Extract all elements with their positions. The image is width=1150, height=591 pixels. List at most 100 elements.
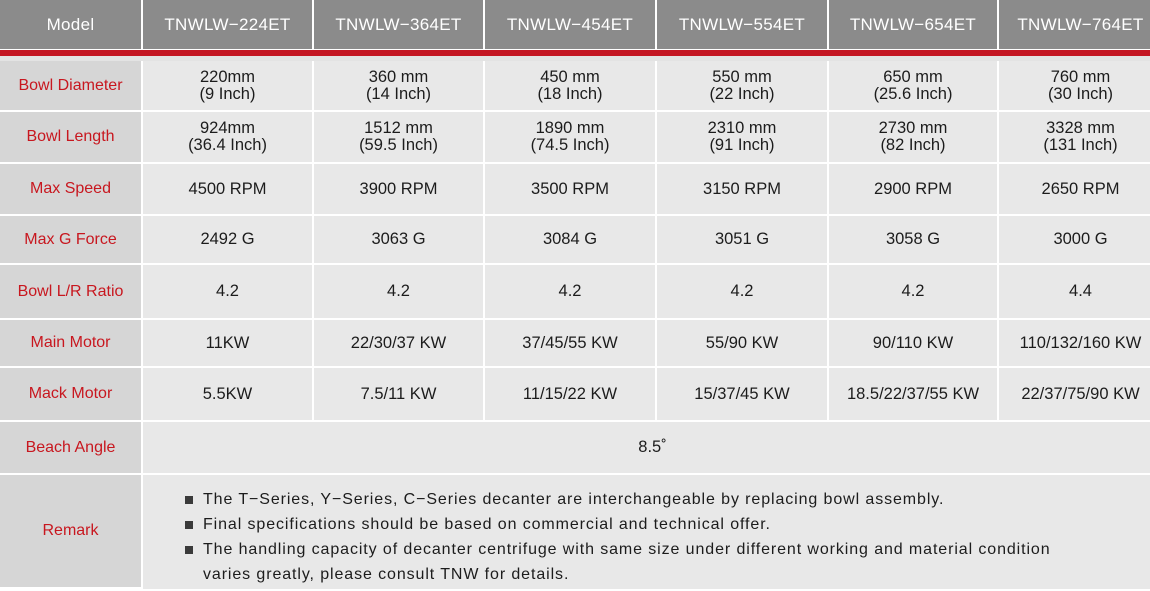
spec-cell: 90/110 KW (829, 320, 997, 368)
header-model: TNWLW−364ET (314, 0, 483, 50)
remark-item: The T−Series, Y−Series, C−Series decante… (185, 487, 1083, 512)
spec-cell: 550 mm (22 Inch) (657, 61, 827, 112)
spec-cell: 22/37/75/90 KW (999, 368, 1150, 422)
spec-cell: 4.2 (314, 265, 483, 320)
spec-value-line: 4500 RPM (188, 179, 267, 198)
spec-value-line: 760 mm (1050, 67, 1111, 86)
header-model: TNWLW−554ET (657, 0, 827, 50)
spec-value-line: (131 Inch) (1043, 136, 1118, 154)
spec-value-line: (82 Inch) (880, 136, 946, 154)
spec-value-line: 650 mm (883, 67, 943, 86)
spec-cell: 5.5KW (143, 368, 312, 422)
spec-cell: 18.5/22/37/55 KW (829, 368, 997, 422)
spec-value-line: 4.2 (901, 282, 925, 300)
spec-value-line: 360 mm (368, 67, 429, 86)
remark-list: The T−Series, Y−Series, C−Series decante… (185, 487, 1150, 587)
spec-cell: 4.4 (999, 265, 1150, 320)
spec-value-line: 4.2 (216, 282, 239, 300)
spec-cell: 924mm (36.4 Inch) (143, 112, 312, 164)
spec-cell: 1890 mm (74.5 Inch) (485, 112, 655, 164)
header-model: TNWLW−654ET (829, 0, 997, 50)
spec-value-line: (18 Inch) (537, 84, 603, 103)
header-model: TNWLW−224ET (143, 0, 312, 50)
row-label-max-g-force: Max G Force (0, 216, 141, 265)
beach-angle-cell: 8.5˚ (143, 422, 1150, 475)
spec-cell: 4500 RPM (143, 164, 312, 216)
spec-cell: 3063 G (314, 216, 483, 265)
spec-value-line: 11/15/22 KW (522, 384, 618, 403)
spec-cell: 11KW (143, 320, 312, 368)
spec-cell: 2730 mm (82 Inch) (829, 112, 997, 164)
spec-cell: 760 mm (30 Inch) (999, 61, 1150, 112)
spec-value-line: 15/37/45 KW (694, 384, 790, 403)
spec-cell: 55/90 KW (657, 320, 827, 368)
spec-cell: 4.2 (143, 265, 312, 320)
spec-cell: 110/132/160 KW (999, 320, 1150, 368)
remark-cell: The T−Series, Y−Series, C−Series decante… (143, 475, 1150, 589)
spec-value-line: 2730 mm (878, 119, 948, 137)
spec-cell: 2492 G (143, 216, 312, 265)
row-label-bowl-length: Bowl Length (0, 112, 141, 164)
spec-value-line: 2492 G (200, 230, 255, 248)
spec-cell: 37/45/55 KW (485, 320, 655, 368)
square-bullet-icon (185, 496, 193, 504)
spec-value-line: 1512 mm (364, 119, 433, 137)
spec-cell: 3051 G (657, 216, 827, 265)
row-label-bowl-l-r-ratio: Bowl L/R Ratio (0, 265, 141, 320)
spec-value-line: 4.2 (387, 282, 410, 300)
square-bullet-icon (185, 521, 193, 529)
row-label-beach-angle: Beach Angle (0, 422, 141, 475)
spec-cell: 3058 G (829, 216, 997, 265)
spec-value-line: (74.5 Inch) (530, 136, 610, 154)
header-model-label: Model (0, 0, 141, 50)
spec-cell: 650 mm (25.6 Inch) (829, 61, 997, 112)
header-model: TNWLW−454ET (485, 0, 655, 50)
spec-value-line: (30 Inch) (1047, 84, 1114, 103)
remark-text: Final specifications should be based on … (203, 516, 771, 533)
spec-value-line: (36.4 Inch) (188, 136, 267, 154)
spec-cell: 4.2 (485, 265, 655, 320)
spec-value-line: 4.2 (558, 282, 582, 300)
spec-value-line: 11KW (205, 333, 250, 352)
spec-value-line: 22/30/37 KW (350, 333, 447, 352)
spec-value-line: (14 Inch) (365, 84, 432, 103)
header-model: TNWLW−764ET (999, 0, 1150, 50)
spec-value-line: 3058 G (885, 230, 941, 248)
spec-value-line: (25.6 Inch) (873, 84, 953, 103)
spec-value-line: 2310 mm (707, 119, 777, 137)
spec-cell: 3150 RPM (657, 164, 827, 216)
spec-value-line: (9 Inch) (199, 84, 256, 103)
spec-cell: 1512 mm (59.5 Inch) (314, 112, 483, 164)
spec-value-line: 5.5KW (202, 384, 253, 403)
spec-cell: 2650 RPM (999, 164, 1150, 216)
spec-value-line: 3051 G (714, 230, 770, 248)
row-label-bowl-diameter: Bowl Diameter (0, 61, 141, 112)
spec-value-line: 3084 G (542, 230, 598, 248)
remark-item: The handling capacity of decanter centri… (185, 537, 1083, 587)
spec-value-line: 924mm (199, 119, 256, 137)
spec-cell: 22/30/37 KW (314, 320, 483, 368)
remark-item: Final specifications should be based on … (185, 512, 1083, 537)
spec-value-line: 3063 G (371, 230, 426, 248)
spec-value-line: (91 Inch) (709, 136, 775, 154)
spec-value-line: 7.5/11 KW (360, 384, 437, 403)
spec-cell: 4.2 (657, 265, 827, 320)
spec-cell: 3328 mm (131 Inch) (999, 112, 1150, 164)
spec-value-line: 3328 mm (1046, 119, 1115, 137)
remark-text: The handling capacity of decanter centri… (203, 541, 1051, 583)
spec-value-line: 3000 G (1053, 230, 1108, 248)
spec-cell: 220mm (9 Inch) (143, 61, 312, 112)
spec-value-line: (59.5 Inch) (359, 136, 438, 154)
spec-cell: 3900 RPM (314, 164, 483, 216)
spec-cell: 2310 mm (91 Inch) (657, 112, 827, 164)
spec-value-line: 90/110 KW (872, 333, 954, 352)
row-label-mack-motor: Mack Motor (0, 368, 141, 422)
spec-value-line: 2650 RPM (1041, 179, 1120, 198)
beach-angle-value: 8.5˚ (638, 438, 667, 456)
spec-cell: 4.2 (829, 265, 997, 320)
spec-value-line: 3500 RPM (531, 179, 609, 198)
spec-value-line: 220mm (199, 67, 256, 86)
row-label-remark: Remark (0, 475, 141, 589)
spec-cell: 3500 RPM (485, 164, 655, 216)
